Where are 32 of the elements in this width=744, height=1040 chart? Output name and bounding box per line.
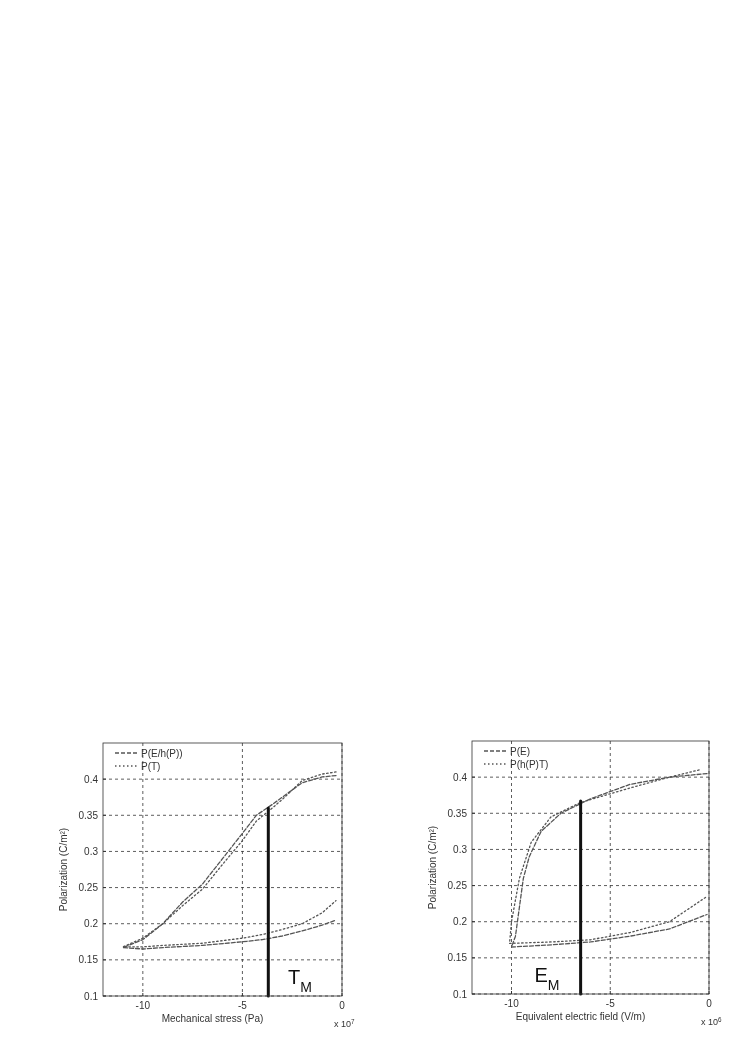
x-axis-title: Equivalent electric field (V/m): [515, 1011, 646, 1022]
x-tick-label: -10: [504, 998, 520, 1009]
y-axis-title: Polarization (C/m²): [58, 827, 69, 912]
annotation: T$_{M}$: [288, 966, 312, 995]
y-tick-label: 0.2: [84, 918, 99, 930]
y-tick-label: 0.3: [84, 845, 99, 857]
legend-label: P(h(P)T): [510, 758, 549, 770]
legend-label: P(E/h(P)): [141, 747, 183, 759]
x-tick-label: 0: [706, 998, 713, 1009]
y-axis-title: Polarization (C/m²): [427, 825, 438, 910]
x-axis-title: Mechanical stress (Pa): [161, 1013, 264, 1024]
y-tick-label: 0.25: [78, 882, 99, 894]
x-tick-label: -10: [135, 1000, 151, 1011]
y-tick-label: 0.4: [84, 773, 99, 785]
y-tick-label: 0.1: [453, 988, 468, 1000]
x-tick-label: 0: [339, 1000, 346, 1011]
x-tick-label: -5: [605, 998, 616, 1009]
text: x 10$^{7}$: [334, 1017, 356, 1029]
y-tick-label: 0.1: [84, 990, 99, 1002]
text: x 10$^{6}$: [701, 1015, 723, 1027]
y-tick-label: 0.15: [447, 952, 468, 964]
legend-label: P(E): [510, 745, 530, 757]
x-tick-label: -5: [237, 1000, 248, 1011]
annotation: E$_{M}$: [534, 964, 560, 993]
y-tick-label: 0.15: [78, 954, 99, 966]
y-tick-label: 0.2: [453, 916, 468, 928]
y-tick-label: 0.35: [78, 809, 99, 821]
y-tick-label: 0.4: [453, 771, 468, 783]
legend-label: P(T): [141, 760, 161, 772]
y-tick-label: 0.25: [447, 880, 468, 892]
y-tick-label: 0.3: [453, 843, 468, 855]
y-tick-label: 0.35: [447, 807, 468, 819]
